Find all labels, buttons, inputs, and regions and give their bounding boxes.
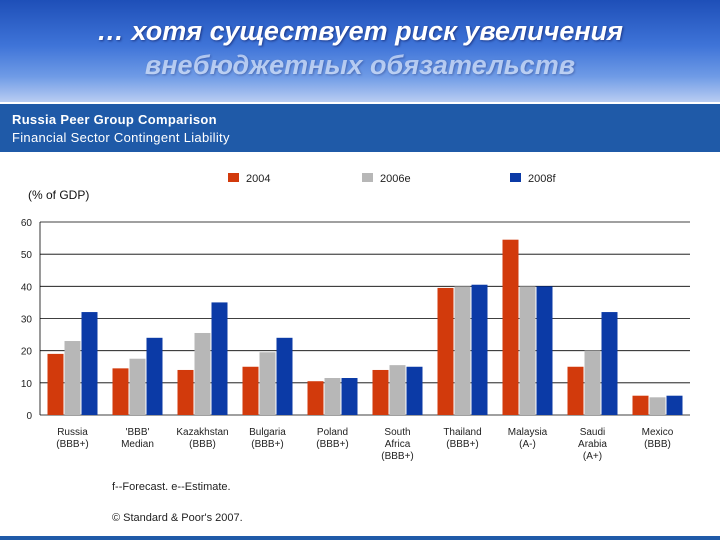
bar — [632, 395, 649, 415]
x-tick-label: Malaysia — [508, 427, 548, 438]
x-tick-label: Poland — [317, 427, 348, 438]
bar — [536, 286, 553, 415]
legend-swatch — [510, 173, 521, 182]
slide-title: … хотя существует риск увеличения внебюд… — [0, 14, 720, 82]
x-tick-label: Arabia — [578, 439, 607, 450]
slide-title-line1: … хотя существует риск увеличения — [96, 16, 624, 46]
bar — [64, 341, 81, 415]
y-tick-label: 10 — [21, 379, 33, 390]
x-tick-label: (A+) — [583, 451, 602, 462]
slide-header — [0, 0, 720, 102]
bar — [372, 369, 389, 415]
x-tick-label: (BBB+) — [316, 439, 349, 450]
x-tick-label: (BBB) — [189, 439, 216, 450]
bar — [389, 365, 406, 415]
legend-swatch — [362, 173, 373, 182]
bar — [259, 352, 276, 415]
forecast-footnote: f--Forecast. e--Estimate. — [112, 481, 231, 493]
bar — [406, 366, 423, 415]
legend-swatch — [228, 173, 239, 182]
y-tick-label: 40 — [21, 282, 33, 293]
bar — [177, 369, 194, 415]
bar — [454, 286, 471, 415]
x-tick-label: (BBB+) — [56, 439, 89, 450]
y-tick-label: 0 — [26, 411, 32, 422]
bar — [502, 239, 519, 415]
x-tick-label: (BBB+) — [446, 439, 479, 450]
bar — [584, 350, 601, 415]
y-tick-label: 60 — [21, 218, 33, 229]
x-tick-label: Thailand — [443, 427, 481, 438]
x-tick-label: (A-) — [519, 439, 536, 450]
bar — [437, 287, 454, 415]
copyright-footnote: © Standard & Poor's 2007. — [112, 512, 243, 524]
bar — [146, 337, 163, 415]
bar — [47, 353, 64, 415]
x-tick-label: South — [384, 427, 410, 438]
x-tick-label: Mexico — [642, 427, 674, 438]
legend-label: 2004 — [246, 173, 270, 185]
bar — [567, 366, 584, 415]
bar — [666, 395, 683, 415]
y-tick-label: 50 — [21, 250, 33, 261]
x-tick-label: (BBB) — [644, 439, 671, 450]
x-tick-label: 'BBB' — [126, 427, 150, 438]
bar — [307, 381, 324, 415]
x-tick-label: Saudi — [580, 427, 606, 438]
x-tick-label: (BBB+) — [381, 451, 414, 462]
bottom-rule — [0, 536, 720, 540]
x-tick-label: Kazakhstan — [176, 427, 228, 438]
bar — [519, 286, 536, 415]
bar — [649, 397, 666, 415]
bar — [471, 284, 488, 415]
legend-label: 2008f — [528, 173, 556, 185]
x-tick-label: (BBB+) — [251, 439, 284, 450]
y-axis-label: (% of GDP) — [28, 188, 89, 202]
x-tick-label: Africa — [385, 439, 411, 450]
bar — [112, 368, 129, 415]
y-tick-label: 30 — [21, 315, 33, 326]
bar-chart: 0 10 20 30 40 50 60 (% of GDP) 2004 2006e 2008f Rus… — [21, 173, 690, 462]
x-tick-label: Median — [121, 439, 154, 450]
bar — [194, 332, 211, 415]
chart-banner — [0, 104, 720, 152]
bar — [211, 302, 228, 415]
y-tick-label: 20 — [21, 347, 33, 358]
slide-title-line2: внебюджетных обязательств — [144, 50, 576, 80]
bar — [81, 312, 98, 415]
chart-banner-title: Russia Peer Group Comparison — [12, 112, 217, 127]
x-tick-label: Russia — [57, 427, 88, 438]
bar — [129, 358, 146, 415]
chart-banner-subtitle: Financial Sector Contingent Liability — [12, 130, 230, 145]
bar — [324, 378, 341, 415]
bar — [276, 337, 293, 415]
legend-label: 2006e — [380, 173, 411, 185]
bar — [341, 378, 358, 415]
x-tick-label: Bulgaria — [249, 427, 286, 438]
bar — [601, 312, 618, 415]
bar — [242, 366, 259, 415]
